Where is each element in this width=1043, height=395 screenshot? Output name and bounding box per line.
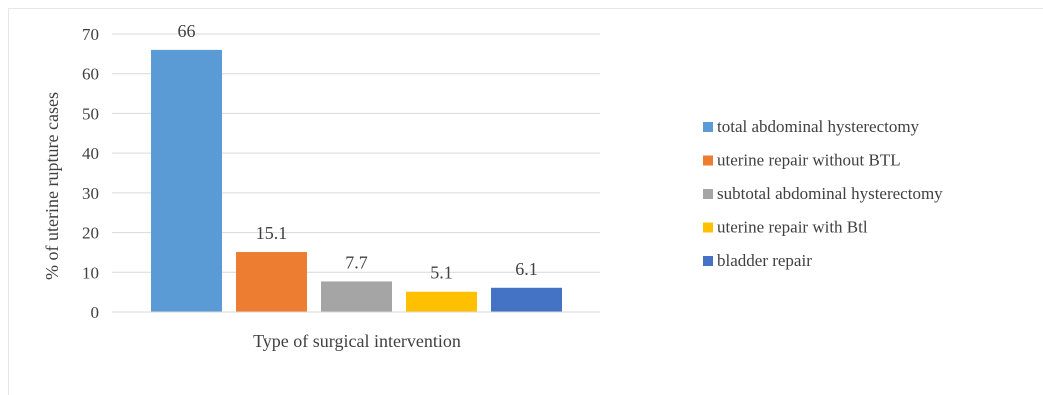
bar bbox=[236, 252, 307, 312]
bar bbox=[406, 291, 477, 312]
y-axis-title: % of uterine rupture cases bbox=[42, 92, 62, 280]
bar bbox=[151, 49, 222, 313]
data-label: 6.1 bbox=[515, 259, 538, 279]
y-tick-label: 20 bbox=[82, 224, 99, 243]
y-tick-label: 50 bbox=[82, 104, 99, 123]
y-tick-label: 10 bbox=[82, 263, 99, 282]
legend-label: total abdominal hysterectomy bbox=[717, 117, 920, 136]
x-axis-title: Type of surgical intervention bbox=[253, 331, 461, 351]
data-label: 15.1 bbox=[256, 223, 288, 243]
legend-label: uterine repair without BTL bbox=[717, 151, 901, 170]
bars bbox=[151, 49, 562, 313]
legend-swatch bbox=[703, 222, 713, 233]
data-label: 7.7 bbox=[345, 252, 368, 272]
legend-swatch bbox=[703, 189, 713, 199]
legend-label: bladder repair bbox=[717, 251, 812, 270]
data-label: 5.1 bbox=[430, 263, 453, 283]
y-tick-label: 40 bbox=[82, 144, 99, 163]
y-axis-ticks: 0 10 20 30 40 50 60 70 bbox=[82, 25, 99, 322]
bar bbox=[321, 281, 392, 312]
legend-label: uterine repair with Btl bbox=[717, 218, 868, 237]
legend-swatch bbox=[703, 155, 713, 166]
y-tick-label: 60 bbox=[82, 65, 99, 84]
data-label: 66 bbox=[178, 21, 196, 41]
data-labels: 66 15.1 7.7 5.1 6.1 bbox=[178, 21, 538, 283]
legend-swatch bbox=[703, 122, 713, 132]
legend: total abdominal hysterectomy uterine repa… bbox=[703, 117, 943, 270]
y-tick-label: 0 bbox=[91, 303, 100, 322]
bar bbox=[491, 287, 562, 312]
y-tick-label: 30 bbox=[82, 184, 99, 203]
y-tick-label: 70 bbox=[82, 25, 99, 44]
legend-swatch bbox=[703, 256, 713, 266]
legend-label: subtotal abdominal hysterectomy bbox=[717, 184, 943, 203]
